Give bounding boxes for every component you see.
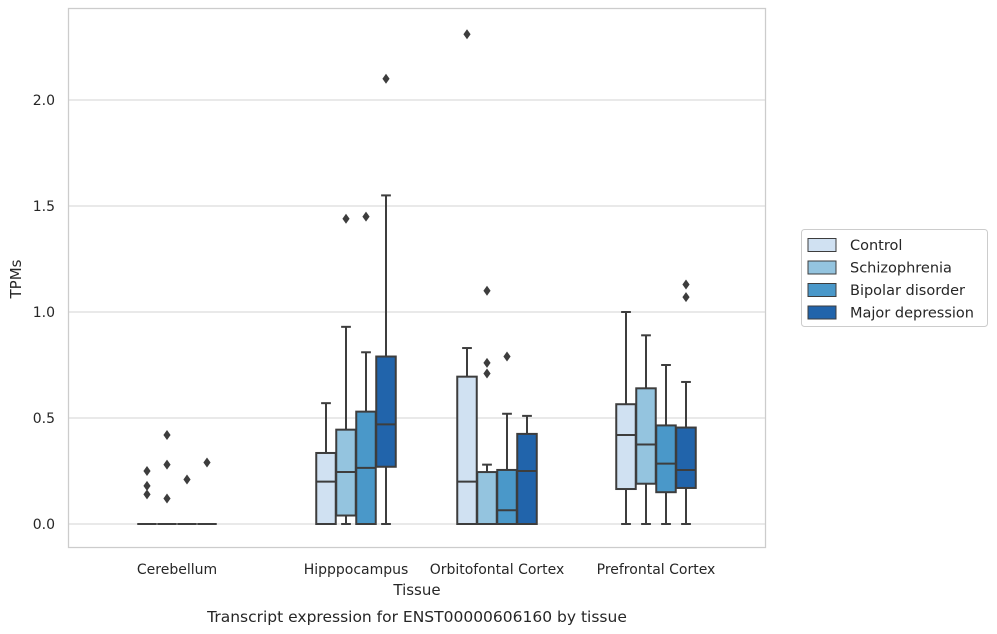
legend-label: Schizophrenia xyxy=(850,261,952,277)
x-tick-label: Prefrontal Cortex xyxy=(597,562,716,578)
x-tick-label: Hipppocampus xyxy=(304,562,409,578)
box-4-2 xyxy=(375,73,397,525)
chart-caption: Transcript expression for ENST0000060616… xyxy=(206,608,627,626)
box-3-3 xyxy=(496,351,518,526)
y-tick-label: 1.5 xyxy=(33,199,55,215)
box-body xyxy=(635,387,657,485)
box-body xyxy=(315,451,337,526)
box-body xyxy=(615,403,637,491)
outlier-point xyxy=(143,489,151,500)
y-tick-label: 1.0 xyxy=(33,305,55,321)
outlier-point xyxy=(163,429,171,440)
box-2-2 xyxy=(335,213,357,525)
outlier-point xyxy=(682,279,690,290)
x-tick-label: Cerebellum xyxy=(137,562,217,578)
y-tick-label: 2.0 xyxy=(33,93,55,109)
outlier-point xyxy=(483,368,491,379)
box-2-4 xyxy=(635,334,657,525)
legend-label: Control xyxy=(850,238,902,254)
box-body xyxy=(496,468,518,526)
box-4-1 xyxy=(197,457,217,525)
box-1-4 xyxy=(615,311,637,525)
box-3-2 xyxy=(355,211,377,526)
plot-frame xyxy=(67,7,767,549)
box-2-3 xyxy=(476,285,498,525)
box-body xyxy=(675,426,697,489)
box-4-4 xyxy=(675,279,697,525)
outlier-point xyxy=(342,213,350,224)
legend-swatch xyxy=(807,238,837,252)
outlier-point xyxy=(503,351,511,362)
outlier-point xyxy=(362,211,370,222)
box-2-1 xyxy=(157,429,177,525)
box-body xyxy=(516,432,538,525)
outlier-point xyxy=(143,466,151,476)
box-body xyxy=(655,424,677,494)
box-4-3 xyxy=(516,414,538,525)
x-axis-label: Tissue xyxy=(392,581,440,599)
legend-swatch xyxy=(807,305,837,320)
boxes xyxy=(137,29,697,526)
outlier-point xyxy=(163,459,171,470)
y-axis-label: TPMs xyxy=(7,259,25,299)
legend-label: Bipolar disorder xyxy=(850,283,965,299)
legend-swatch xyxy=(807,260,837,275)
box-body xyxy=(456,375,478,525)
x-tick-labels: Cerebellum Hipppocampus Orbitofontal Corte… xyxy=(137,562,715,578)
box-3-1 xyxy=(177,474,197,525)
x-tick-label: Orbitofontal Cortex xyxy=(430,562,565,578)
legend: Control Schizophrenia Bipolar disorder Majo… xyxy=(801,229,988,327)
legend-items: Control Schizophrenia Bipolar disorder Majo… xyxy=(807,238,974,322)
y-tick-label: 0.5 xyxy=(33,411,55,427)
outlier-point xyxy=(682,292,690,303)
legend-label: Major depression xyxy=(850,306,974,322)
box-1-3 xyxy=(456,29,478,525)
outlier-point xyxy=(382,73,390,84)
box-3-4 xyxy=(655,364,677,525)
outlier-point xyxy=(143,480,151,491)
outlier-point xyxy=(483,357,491,368)
outlier-point xyxy=(483,285,491,296)
box-1-2 xyxy=(315,402,337,526)
outlier-point xyxy=(463,29,471,40)
legend-swatch xyxy=(807,283,837,297)
legend-frame xyxy=(801,229,988,327)
outlier-point xyxy=(163,493,171,504)
box-body xyxy=(476,471,498,525)
y-tick-label: 0.0 xyxy=(33,517,55,533)
y-tick-labels: 0.0 0.5 1.0 1.5 2.0 xyxy=(33,93,55,533)
outlier-point xyxy=(183,474,191,485)
box-1-1 xyxy=(137,466,157,525)
outlier-point xyxy=(203,457,211,468)
box-body xyxy=(375,355,397,468)
